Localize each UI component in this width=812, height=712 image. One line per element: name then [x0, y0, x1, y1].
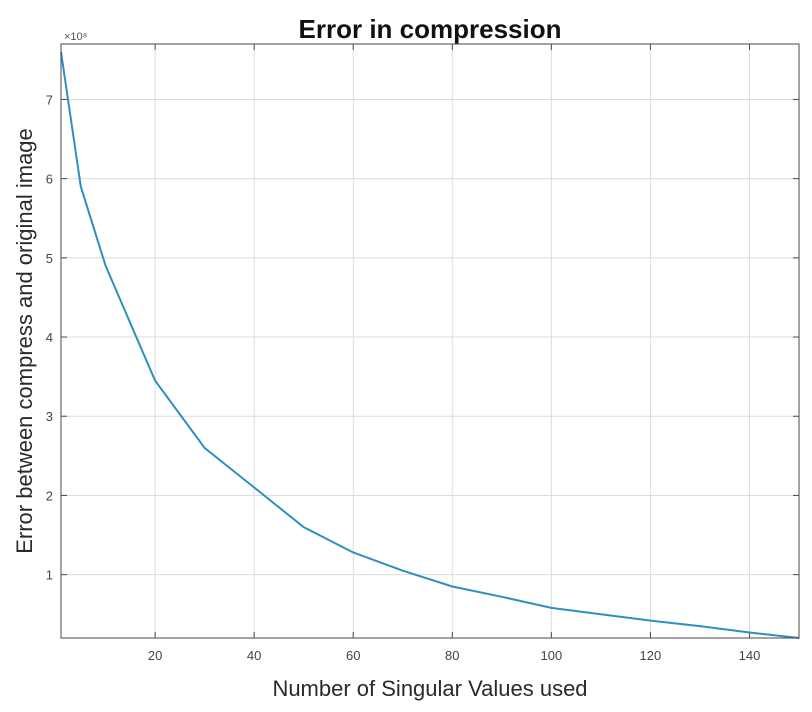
y-tick-label: 7 — [46, 92, 53, 107]
y-exponent-label: ×10⁸ — [64, 31, 87, 43]
x-axis-label: Number of Singular Values used — [272, 676, 587, 701]
x-tick-label: 140 — [739, 648, 761, 663]
grid — [61, 44, 799, 638]
y-tick-label: 2 — [46, 488, 53, 503]
chart-title: Error in compression — [299, 14, 562, 44]
plot-area — [60, 43, 800, 639]
x-tick-label: 40 — [247, 648, 261, 663]
y-tick-label: 6 — [46, 172, 53, 187]
axis-ticks: 20 40 60 80 100 120 140 1 2 3 4 5 6 7 — [46, 44, 799, 663]
series-line — [60, 51, 800, 639]
plot-frame — [60, 43, 800, 639]
x-tick-label: 20 — [148, 648, 162, 663]
x-tick-label: 60 — [346, 648, 360, 663]
y-tick-label: 5 — [46, 251, 53, 266]
x-tick-label: 120 — [640, 648, 662, 663]
x-tick-label: 80 — [445, 648, 459, 663]
x-tick-label: 100 — [540, 648, 562, 663]
y-axis-label: Error between compress and original imag… — [12, 128, 37, 554]
y-tick-label: 1 — [46, 568, 53, 583]
y-tick-label: 3 — [46, 409, 53, 424]
y-tick-label: 4 — [46, 330, 53, 345]
